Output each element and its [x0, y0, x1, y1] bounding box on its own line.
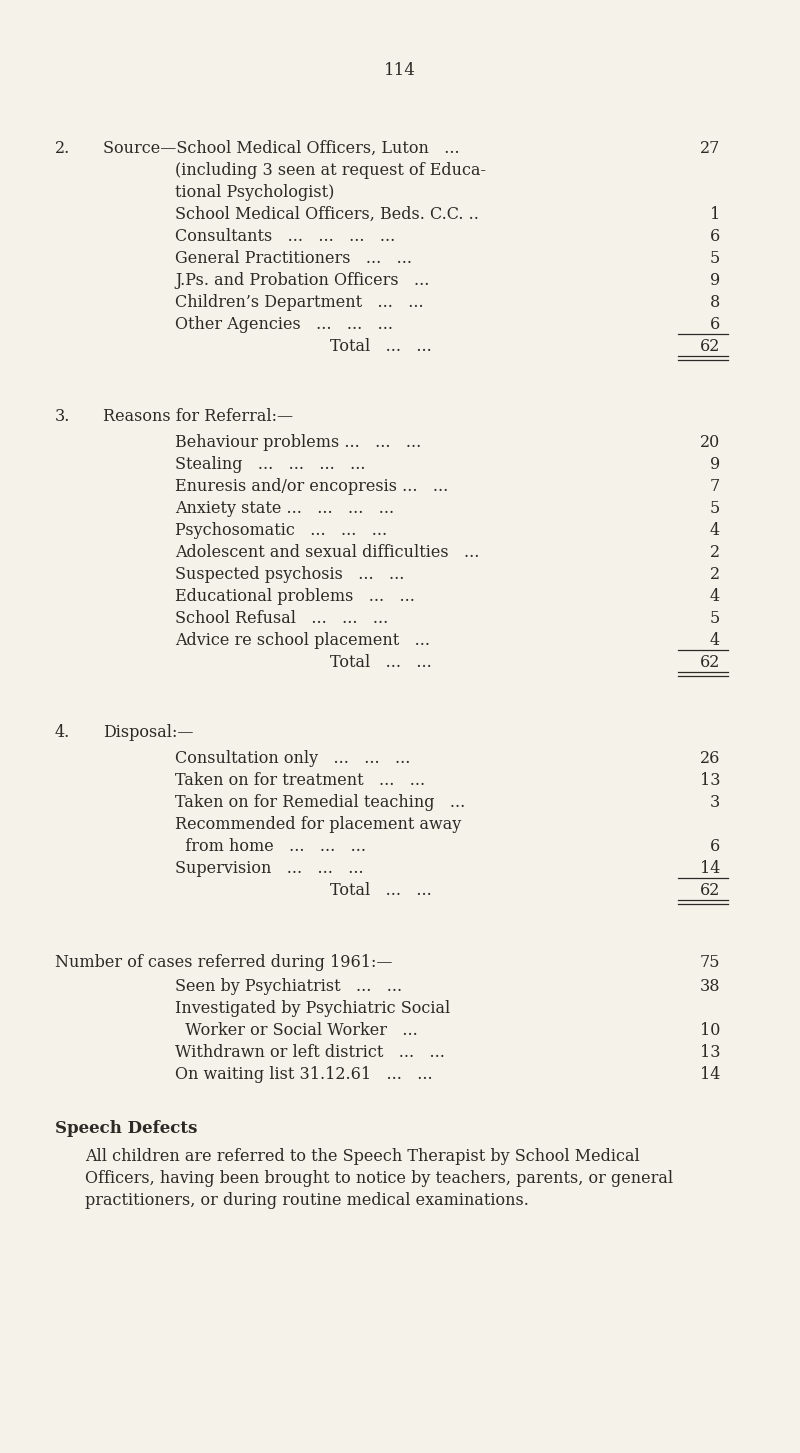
Text: (including 3 seen at request of Educa-: (including 3 seen at request of Educa-: [175, 161, 486, 179]
Text: 4: 4: [710, 588, 720, 604]
Text: 13: 13: [699, 772, 720, 789]
Text: Supervision   ...   ...   ...: Supervision ... ... ...: [175, 860, 364, 878]
Text: 62: 62: [700, 654, 720, 671]
Text: Worker or Social Worker   ...: Worker or Social Worker ...: [175, 1021, 418, 1039]
Text: Recommended for placement away: Recommended for placement away: [175, 817, 462, 833]
Text: 4.: 4.: [55, 724, 70, 741]
Text: Total   ...   ...: Total ... ...: [330, 654, 432, 671]
Text: Advice re school placement   ...: Advice re school placement ...: [175, 632, 430, 649]
Text: 9: 9: [710, 272, 720, 289]
Text: 4: 4: [710, 632, 720, 649]
Text: from home   ...   ...   ...: from home ... ... ...: [175, 838, 366, 854]
Text: 38: 38: [699, 978, 720, 995]
Text: 9: 9: [710, 456, 720, 474]
Text: 14: 14: [700, 860, 720, 878]
Text: Stealing   ...   ...   ...   ...: Stealing ... ... ... ...: [175, 456, 366, 474]
Text: On waiting list 31.12.61   ...   ...: On waiting list 31.12.61 ... ...: [175, 1067, 433, 1082]
Text: Enuresis and/or encopresis ...   ...: Enuresis and/or encopresis ... ...: [175, 478, 448, 495]
Text: 6: 6: [710, 228, 720, 246]
Text: 27: 27: [700, 139, 720, 157]
Text: Children’s Department   ...   ...: Children’s Department ... ...: [175, 294, 424, 311]
Text: Suspected psychosis   ...   ...: Suspected psychosis ... ...: [175, 567, 404, 583]
Text: 5: 5: [710, 500, 720, 517]
Text: Investigated by Psychiatric Social: Investigated by Psychiatric Social: [175, 1000, 450, 1017]
Text: All children are referred to the Speech Therapist by School Medical: All children are referred to the Speech …: [85, 1148, 640, 1165]
Text: Adolescent and sexual difficulties   ...: Adolescent and sexual difficulties ...: [175, 543, 479, 561]
Text: Number of cases referred during 1961:—: Number of cases referred during 1961:—: [55, 955, 393, 971]
Text: 8: 8: [710, 294, 720, 311]
Text: tional Psychologist): tional Psychologist): [175, 185, 334, 201]
Text: practitioners, or during routine medical examinations.: practitioners, or during routine medical…: [85, 1191, 529, 1209]
Text: 14: 14: [700, 1067, 720, 1082]
Text: 7: 7: [710, 478, 720, 495]
Text: 3: 3: [710, 793, 720, 811]
Text: 2.: 2.: [55, 139, 70, 157]
Text: Seen by Psychiatrist   ...   ...: Seen by Psychiatrist ... ...: [175, 978, 402, 995]
Text: General Practitioners   ...   ...: General Practitioners ... ...: [175, 250, 412, 267]
Text: 3.: 3.: [55, 408, 70, 424]
Text: Consultation only   ...   ...   ...: Consultation only ... ... ...: [175, 750, 410, 767]
Text: 5: 5: [710, 610, 720, 628]
Text: Anxiety state ...   ...   ...   ...: Anxiety state ... ... ... ...: [175, 500, 394, 517]
Text: Source—School Medical Officers, Luton   ...: Source—School Medical Officers, Luton ..…: [103, 139, 460, 157]
Text: Speech Defects: Speech Defects: [55, 1120, 198, 1138]
Text: J.Ps. and Probation Officers   ...: J.Ps. and Probation Officers ...: [175, 272, 430, 289]
Text: 6: 6: [710, 838, 720, 854]
Text: 75: 75: [699, 955, 720, 971]
Text: Psychosomatic   ...   ...   ...: Psychosomatic ... ... ...: [175, 522, 387, 539]
Text: Educational problems   ...   ...: Educational problems ... ...: [175, 588, 415, 604]
Text: 5: 5: [710, 250, 720, 267]
Text: 6: 6: [710, 315, 720, 333]
Text: Taken on for Remedial teaching   ...: Taken on for Remedial teaching ...: [175, 793, 466, 811]
Text: 26: 26: [700, 750, 720, 767]
Text: 13: 13: [699, 1045, 720, 1061]
Text: Total   ...   ...: Total ... ...: [330, 882, 432, 899]
Text: Other Agencies   ...   ...   ...: Other Agencies ... ... ...: [175, 315, 393, 333]
Text: 2: 2: [710, 567, 720, 583]
Text: Taken on for treatment   ...   ...: Taken on for treatment ... ...: [175, 772, 425, 789]
Text: School Refusal   ...   ...   ...: School Refusal ... ... ...: [175, 610, 388, 628]
Text: Total   ...   ...: Total ... ...: [330, 339, 432, 355]
Text: 62: 62: [700, 882, 720, 899]
Text: 2: 2: [710, 543, 720, 561]
Text: Withdrawn or left district   ...   ...: Withdrawn or left district ... ...: [175, 1045, 445, 1061]
Text: 10: 10: [700, 1021, 720, 1039]
Text: 20: 20: [700, 434, 720, 450]
Text: 62: 62: [700, 339, 720, 355]
Text: School Medical Officers, Beds. C.C. ..: School Medical Officers, Beds. C.C. ..: [175, 206, 479, 222]
Text: Reasons for Referral:—: Reasons for Referral:—: [103, 408, 293, 424]
Text: Disposal:—: Disposal:—: [103, 724, 194, 741]
Text: 4: 4: [710, 522, 720, 539]
Text: 114: 114: [384, 62, 416, 78]
Text: Consultants   ...   ...   ...   ...: Consultants ... ... ... ...: [175, 228, 395, 246]
Text: Officers, having been brought to notice by teachers, parents, or general: Officers, having been brought to notice …: [85, 1170, 673, 1187]
Text: 1: 1: [710, 206, 720, 222]
Text: Behaviour problems ...   ...   ...: Behaviour problems ... ... ...: [175, 434, 422, 450]
